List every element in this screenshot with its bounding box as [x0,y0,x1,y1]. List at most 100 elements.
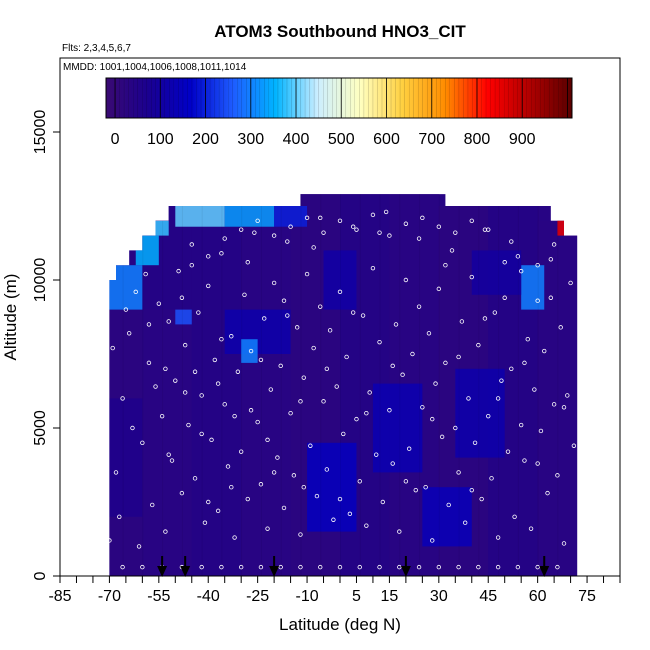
sample-point [215,381,221,386]
sample-point [350,224,356,229]
heatmap-column-edge [458,194,460,576]
sample-point [360,313,366,318]
x-tick-label: 5 [352,588,361,605]
sample-point [232,413,237,419]
sample-point [433,381,438,386]
heatmap-column-edge [399,194,401,576]
sample-point [354,227,359,232]
sample-point [304,215,310,221]
sample-point [189,242,194,247]
heatmap-cell [323,250,357,310]
sample-point [469,274,474,280]
sample-point [275,455,280,460]
sample-point [403,221,409,226]
sample-point [186,422,191,428]
sample-point [535,461,540,466]
sample-point [285,239,290,244]
sample-point [370,265,376,271]
sample-point [522,360,527,366]
colorbar-tick-label: 600 [373,131,400,148]
heatmap-cell [307,442,357,532]
sample-point [206,254,211,259]
sample-point [416,564,422,570]
sample-point [555,564,560,570]
sample-point [120,396,125,401]
sample-point [331,517,336,522]
heatmap-column-edge [103,191,104,576]
sample-point [219,564,224,570]
heatmap-column-edge [498,194,500,576]
sample-point [436,224,442,229]
sample-point [179,295,185,300]
sample-point [410,351,415,357]
sample-point [341,431,346,437]
sample-point [357,564,362,570]
sample-point [568,280,573,286]
sample-point [502,295,507,300]
sample-point [199,393,204,398]
sample-point [548,257,554,262]
sample-point [143,271,148,277]
sample-point [281,505,287,511]
sample-point [318,215,323,221]
y-axis-label: Altitude (m) [1,274,20,361]
sample-point [130,425,135,431]
sample-point [571,443,577,448]
colorbar-tick-label: 100 [147,131,174,148]
sample-point [225,464,231,469]
sample-point [489,476,494,481]
sample-point [281,298,287,303]
sample-point [189,263,194,268]
sample-point [334,384,339,389]
sample-point [443,360,448,366]
sample-point [420,215,425,221]
y-axis: 0 5000 10000 15000 [32,110,60,580]
sample-point [347,511,353,517]
colorbar-tick-label: 800 [464,131,491,148]
sample-point [110,345,115,351]
profile-arrow [269,556,280,577]
sample-point [327,328,333,333]
sample-point [545,490,550,496]
sample-point [146,360,152,366]
sample-point [453,230,458,235]
sample-point [439,434,445,440]
heatmap-column-edge [162,194,164,576]
sample-point [192,476,198,481]
sample-point [413,487,418,493]
heatmap-column-edge [438,194,440,576]
sample-point [472,440,478,445]
heatmap-column-edge [517,194,519,576]
sample-point [535,564,540,570]
sample-point [436,286,442,292]
y-tick-label: 5000 [32,410,49,446]
sample-point [288,224,293,229]
sample-point [469,487,474,493]
sample-point [495,535,501,540]
sample-point [535,298,540,303]
sample-point [406,446,412,451]
sample-point [462,520,468,525]
heatmap-column-edge [221,194,223,576]
sample-point [416,304,422,309]
sample-point [364,411,369,416]
sample-point [509,239,514,244]
sample-point [548,295,554,300]
sample-point [153,384,158,389]
heatmap-cell [557,214,571,236]
sample-point [242,292,247,297]
sample-point [294,325,300,330]
sample-point [314,493,320,499]
sample-point [380,499,386,505]
sample-point [423,485,428,490]
sample-point [350,310,356,315]
sample-point [196,310,201,315]
sample-point [400,372,405,377]
sample-point [206,283,211,289]
sample-point [397,564,402,570]
sample-point [123,307,129,312]
x-tick-label: -40 [197,588,220,605]
heatmap-cell [109,398,143,517]
profile-arrow [400,556,411,577]
